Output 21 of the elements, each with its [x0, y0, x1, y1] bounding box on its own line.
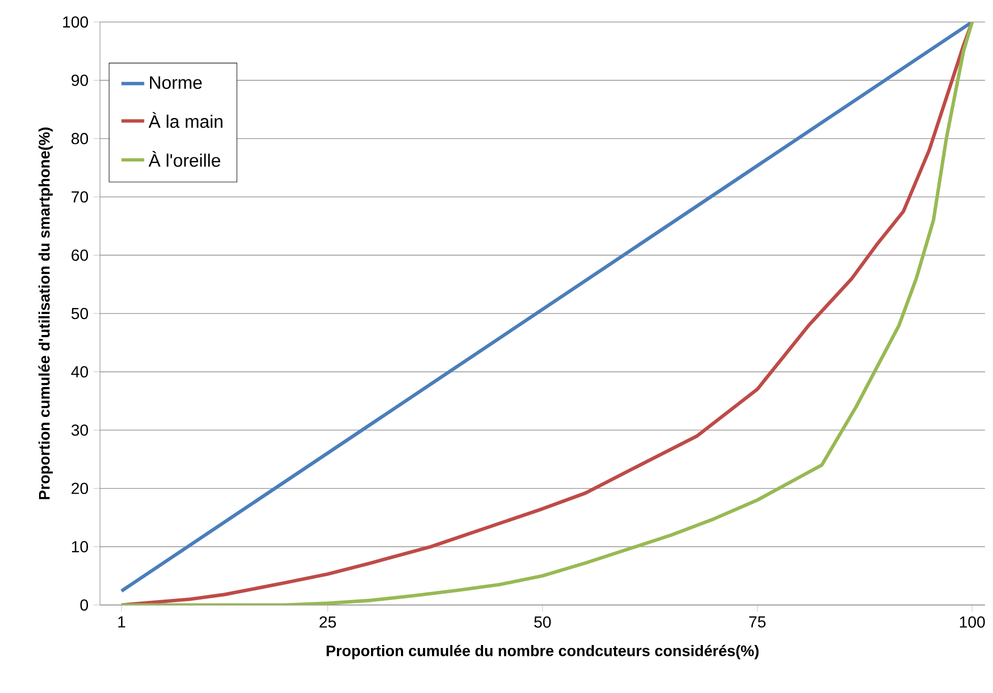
- y-tick-label: 80: [72, 132, 88, 144]
- y-tick-label: 20: [72, 482, 88, 494]
- y-tick-label: 100: [63, 16, 88, 28]
- y-tick-label: 70: [72, 191, 88, 203]
- legend-label: À l'oreille: [148, 151, 220, 167]
- y-tick-label: 0: [80, 599, 88, 611]
- y-tick-label: 30: [71, 424, 88, 436]
- x-tick-label: 75: [749, 616, 766, 628]
- y-tick-label: 90: [72, 74, 88, 86]
- y-axis-title: Proportion cumulée d'utilisation du smartphone(%): [38, 128, 53, 500]
- y-tick-label: 60: [72, 250, 88, 261]
- y-tick-label: 50: [71, 308, 88, 320]
- legend-label: Norme: [150, 76, 202, 89]
- x-tick-label: 1: [118, 616, 126, 628]
- x-axis-title: Proportion cumulée du nombre condcuteurs considérés(%): [326, 644, 759, 660]
- y-tick-label: 10: [72, 541, 88, 552]
- x-tick-label: 25: [320, 616, 336, 628]
- x-tick-label: 100: [960, 616, 985, 628]
- legend-label: À la main: [148, 112, 222, 128]
- x-tick-label: 50: [534, 616, 551, 628]
- y-tick-label: 40: [71, 366, 88, 378]
